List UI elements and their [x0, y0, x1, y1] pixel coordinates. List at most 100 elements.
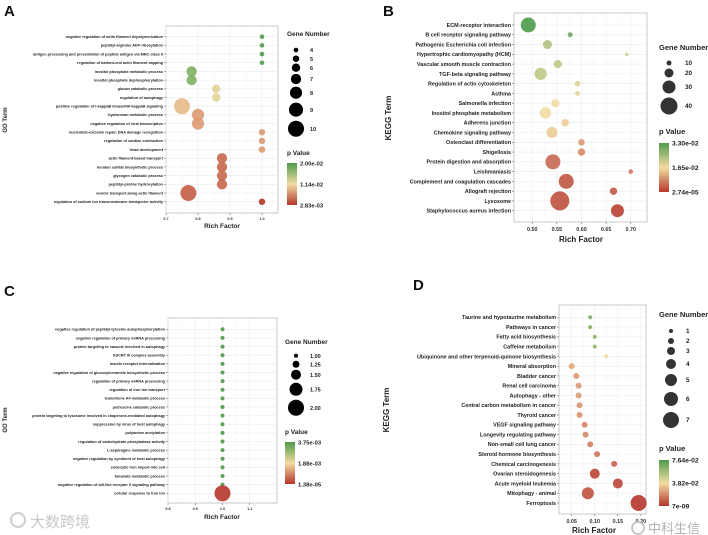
term-label: glycogen catabolic process — [113, 174, 163, 178]
size-legend-title: Gene Number — [287, 31, 330, 38]
term-label: peptidyl-proline hydroxylation — [109, 183, 164, 187]
term-label: Protein digestion and absorption — [427, 160, 511, 166]
bubble-point — [546, 127, 558, 139]
term-label: head development — [130, 148, 164, 152]
x-tick-label: 0.9 — [193, 507, 198, 511]
color-legend-title: p Value — [285, 429, 308, 436]
bubble-point — [581, 421, 588, 428]
term-label: Complement and coagulation cascades — [410, 179, 511, 185]
panel-letter: A — [4, 3, 15, 20]
term-label: Pathogenic Escherichia coli infection — [415, 42, 511, 48]
size-legend-label: 3 — [686, 348, 690, 355]
size-legend-circle — [292, 55, 300, 62]
color-legend-label: 3.82e-02 — [672, 481, 699, 488]
size-legend-circle — [666, 359, 676, 369]
term-label: negative regulation of primary miRNA pro… — [76, 336, 166, 340]
bubble-point — [520, 17, 536, 33]
term-label: regulation of sodium ion transmembrane t… — [54, 200, 164, 204]
size-legend-label: 4 — [686, 361, 690, 368]
bubble-point — [258, 146, 266, 153]
bubble-point — [561, 119, 569, 127]
color-legend-label: 3.75e-03 — [298, 441, 322, 447]
color-legend-bar — [659, 460, 669, 506]
size-legend-label: 2 — [686, 338, 690, 345]
size-legend-label: 4 — [310, 48, 314, 54]
color-legend-title: p Value — [659, 127, 685, 136]
size-legend-circle — [665, 374, 677, 386]
bubble-point — [609, 187, 618, 195]
bubble-point — [628, 169, 634, 174]
x-tick-label: 1.0 — [220, 507, 225, 511]
bubble-point — [216, 170, 228, 181]
watermark-right-logo-icon — [631, 521, 645, 535]
size-legend-circle — [668, 338, 674, 344]
x-tick-label: 0.05 — [566, 519, 577, 525]
bubble-point — [191, 117, 205, 130]
bubble-point — [259, 60, 265, 66]
bubble-point — [220, 465, 225, 470]
bubble-point — [587, 441, 594, 448]
term-label: Non-small cell lung cancer — [488, 442, 557, 448]
term-label: Renal cell carcinoma — [502, 384, 557, 390]
term-label: Mitophagy - animal — [507, 491, 556, 497]
bubble-point — [220, 448, 225, 453]
color-legend-label: 7.64e-02 — [672, 458, 699, 465]
bubble-point — [212, 93, 221, 102]
term-label: negative regulation of viral transcripti… — [90, 122, 163, 126]
term-label: ESCRT III complex assembly — [113, 354, 166, 358]
term-label: negative regulation of actin filament de… — [66, 35, 164, 39]
term-label: nucleotide-excision repair, DNA damage r… — [69, 131, 164, 135]
term-label: Osteoclast differentiation — [446, 140, 511, 146]
size-legend-circle — [291, 63, 301, 72]
term-label: Thyroid cancer — [517, 413, 557, 419]
panel-b: B 0.50 0.55 0.60 0.65 0.70 ECM-receptor intera… — [383, 3, 708, 244]
term-label: Hypertrophic cardiomyopathy (HCM) — [417, 52, 511, 58]
plot-area — [513, 12, 648, 223]
bubble-point — [259, 51, 265, 57]
bubble-point — [220, 430, 225, 435]
x-tick-label: 1.0 — [259, 217, 264, 221]
term-label: Steroid hormone biosynthesis — [478, 452, 556, 458]
bubble-point — [558, 173, 574, 189]
size-legend-label: 5 — [686, 377, 690, 384]
bubble-point — [553, 59, 562, 69]
color-legend-label: 3.30e-02 — [672, 141, 699, 148]
size-legend-circle — [293, 47, 299, 53]
term-label: Central carbon metabolism in cancer — [461, 403, 557, 409]
bubble-point — [550, 191, 570, 211]
bubble-point — [575, 90, 581, 96]
size-legend-label: 2.00 — [310, 406, 321, 412]
color-legend-label: 2.83e-03 — [300, 204, 324, 210]
color-legend-label: 7e-09 — [672, 504, 690, 511]
panel-letter: C — [4, 283, 15, 300]
term-label: Vascular smooth muscle contraction — [417, 62, 511, 68]
bubble-point — [180, 185, 197, 202]
term-label: Caffeine metabolism — [503, 345, 556, 351]
bubble-point — [220, 474, 225, 479]
bubble-point — [592, 334, 597, 339]
bubble-point — [581, 487, 594, 500]
size-legend-circle — [288, 120, 304, 137]
bubble-point — [588, 315, 593, 320]
term-label: TGF-beta signaling pathway — [439, 72, 511, 78]
term-label: L-asparagine metabolic process — [107, 448, 165, 452]
term-label: negative regulation by symbiont of host … — [73, 457, 166, 461]
x-tick-label: 0.7 — [163, 217, 168, 221]
term-label: actin filament-based transport — [109, 157, 164, 161]
bubble-point — [588, 325, 593, 330]
x-tick-label: 0.15 — [613, 519, 624, 525]
panel-letter: B — [383, 3, 394, 20]
x-tick-label: 0.60 — [576, 227, 587, 233]
size-legend-circle — [666, 60, 672, 66]
color-legend-label: 1.14e-02 — [300, 183, 324, 189]
size-legend-label: 10 — [685, 60, 693, 67]
bubble-point — [611, 460, 618, 467]
x-axis-title: Rich Factor — [204, 514, 240, 521]
term-label: hyaluronan metabolic process — [108, 113, 163, 117]
bubble-point — [594, 451, 601, 458]
bubble-point — [258, 137, 266, 145]
term-label: Lysosome — [485, 199, 511, 205]
x-tick-label: 0.50 — [527, 227, 538, 233]
bubble-point — [216, 153, 228, 164]
y-axis-title: GO Term — [3, 407, 9, 432]
